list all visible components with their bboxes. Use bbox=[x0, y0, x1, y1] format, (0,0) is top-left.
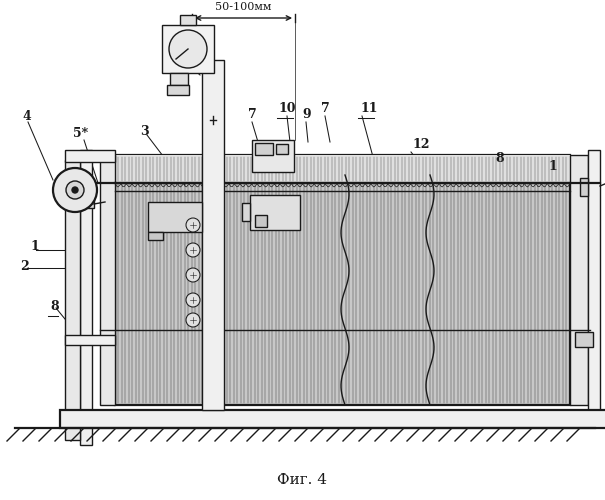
Bar bbox=[252, 140, 294, 172]
Text: 10: 10 bbox=[278, 102, 295, 115]
Bar bbox=[255, 143, 273, 155]
Circle shape bbox=[186, 268, 200, 282]
Text: 4: 4 bbox=[22, 110, 31, 123]
Bar bbox=[580, 178, 588, 196]
Circle shape bbox=[186, 293, 200, 307]
Bar bbox=[60, 410, 605, 428]
Bar bbox=[250, 195, 300, 230]
Bar bbox=[65, 335, 115, 345]
Bar bbox=[575, 332, 593, 347]
Bar bbox=[276, 144, 288, 154]
Bar bbox=[65, 150, 115, 162]
Text: 14: 14 bbox=[182, 45, 200, 58]
Bar bbox=[148, 232, 163, 240]
Text: 9: 9 bbox=[302, 108, 310, 121]
Bar bbox=[167, 85, 189, 95]
Bar bbox=[148, 202, 202, 232]
Bar bbox=[162, 25, 214, 73]
Circle shape bbox=[186, 313, 200, 327]
Text: 1: 1 bbox=[30, 240, 39, 253]
Bar bbox=[255, 215, 267, 227]
Text: 2: 2 bbox=[20, 260, 29, 273]
Text: 7: 7 bbox=[248, 108, 257, 121]
Circle shape bbox=[72, 187, 78, 193]
Bar bbox=[570, 155, 588, 405]
Bar bbox=[202, 60, 224, 410]
Text: 5*: 5* bbox=[73, 127, 88, 140]
Text: 11: 11 bbox=[360, 102, 378, 115]
Text: 50-100мм: 50-100мм bbox=[215, 2, 272, 12]
Bar bbox=[180, 15, 196, 25]
Circle shape bbox=[186, 243, 200, 257]
Circle shape bbox=[186, 218, 200, 232]
Circle shape bbox=[66, 181, 84, 199]
Text: 8: 8 bbox=[50, 300, 59, 313]
Circle shape bbox=[53, 168, 97, 212]
Bar bbox=[65, 160, 80, 440]
Bar bbox=[115, 155, 570, 183]
Text: 7: 7 bbox=[321, 102, 330, 115]
Circle shape bbox=[169, 30, 207, 68]
Text: 8: 8 bbox=[495, 152, 503, 165]
Text: Фиг. 4: Фиг. 4 bbox=[277, 473, 327, 487]
Text: 3: 3 bbox=[140, 125, 149, 138]
Text: 12: 12 bbox=[412, 138, 430, 151]
Bar bbox=[242, 203, 250, 221]
Bar bbox=[80, 150, 92, 445]
Text: 1: 1 bbox=[548, 160, 557, 173]
Bar bbox=[588, 150, 600, 415]
Bar bbox=[82, 200, 94, 208]
Bar bbox=[115, 155, 570, 405]
Bar bbox=[100, 155, 115, 405]
Bar bbox=[170, 73, 188, 85]
